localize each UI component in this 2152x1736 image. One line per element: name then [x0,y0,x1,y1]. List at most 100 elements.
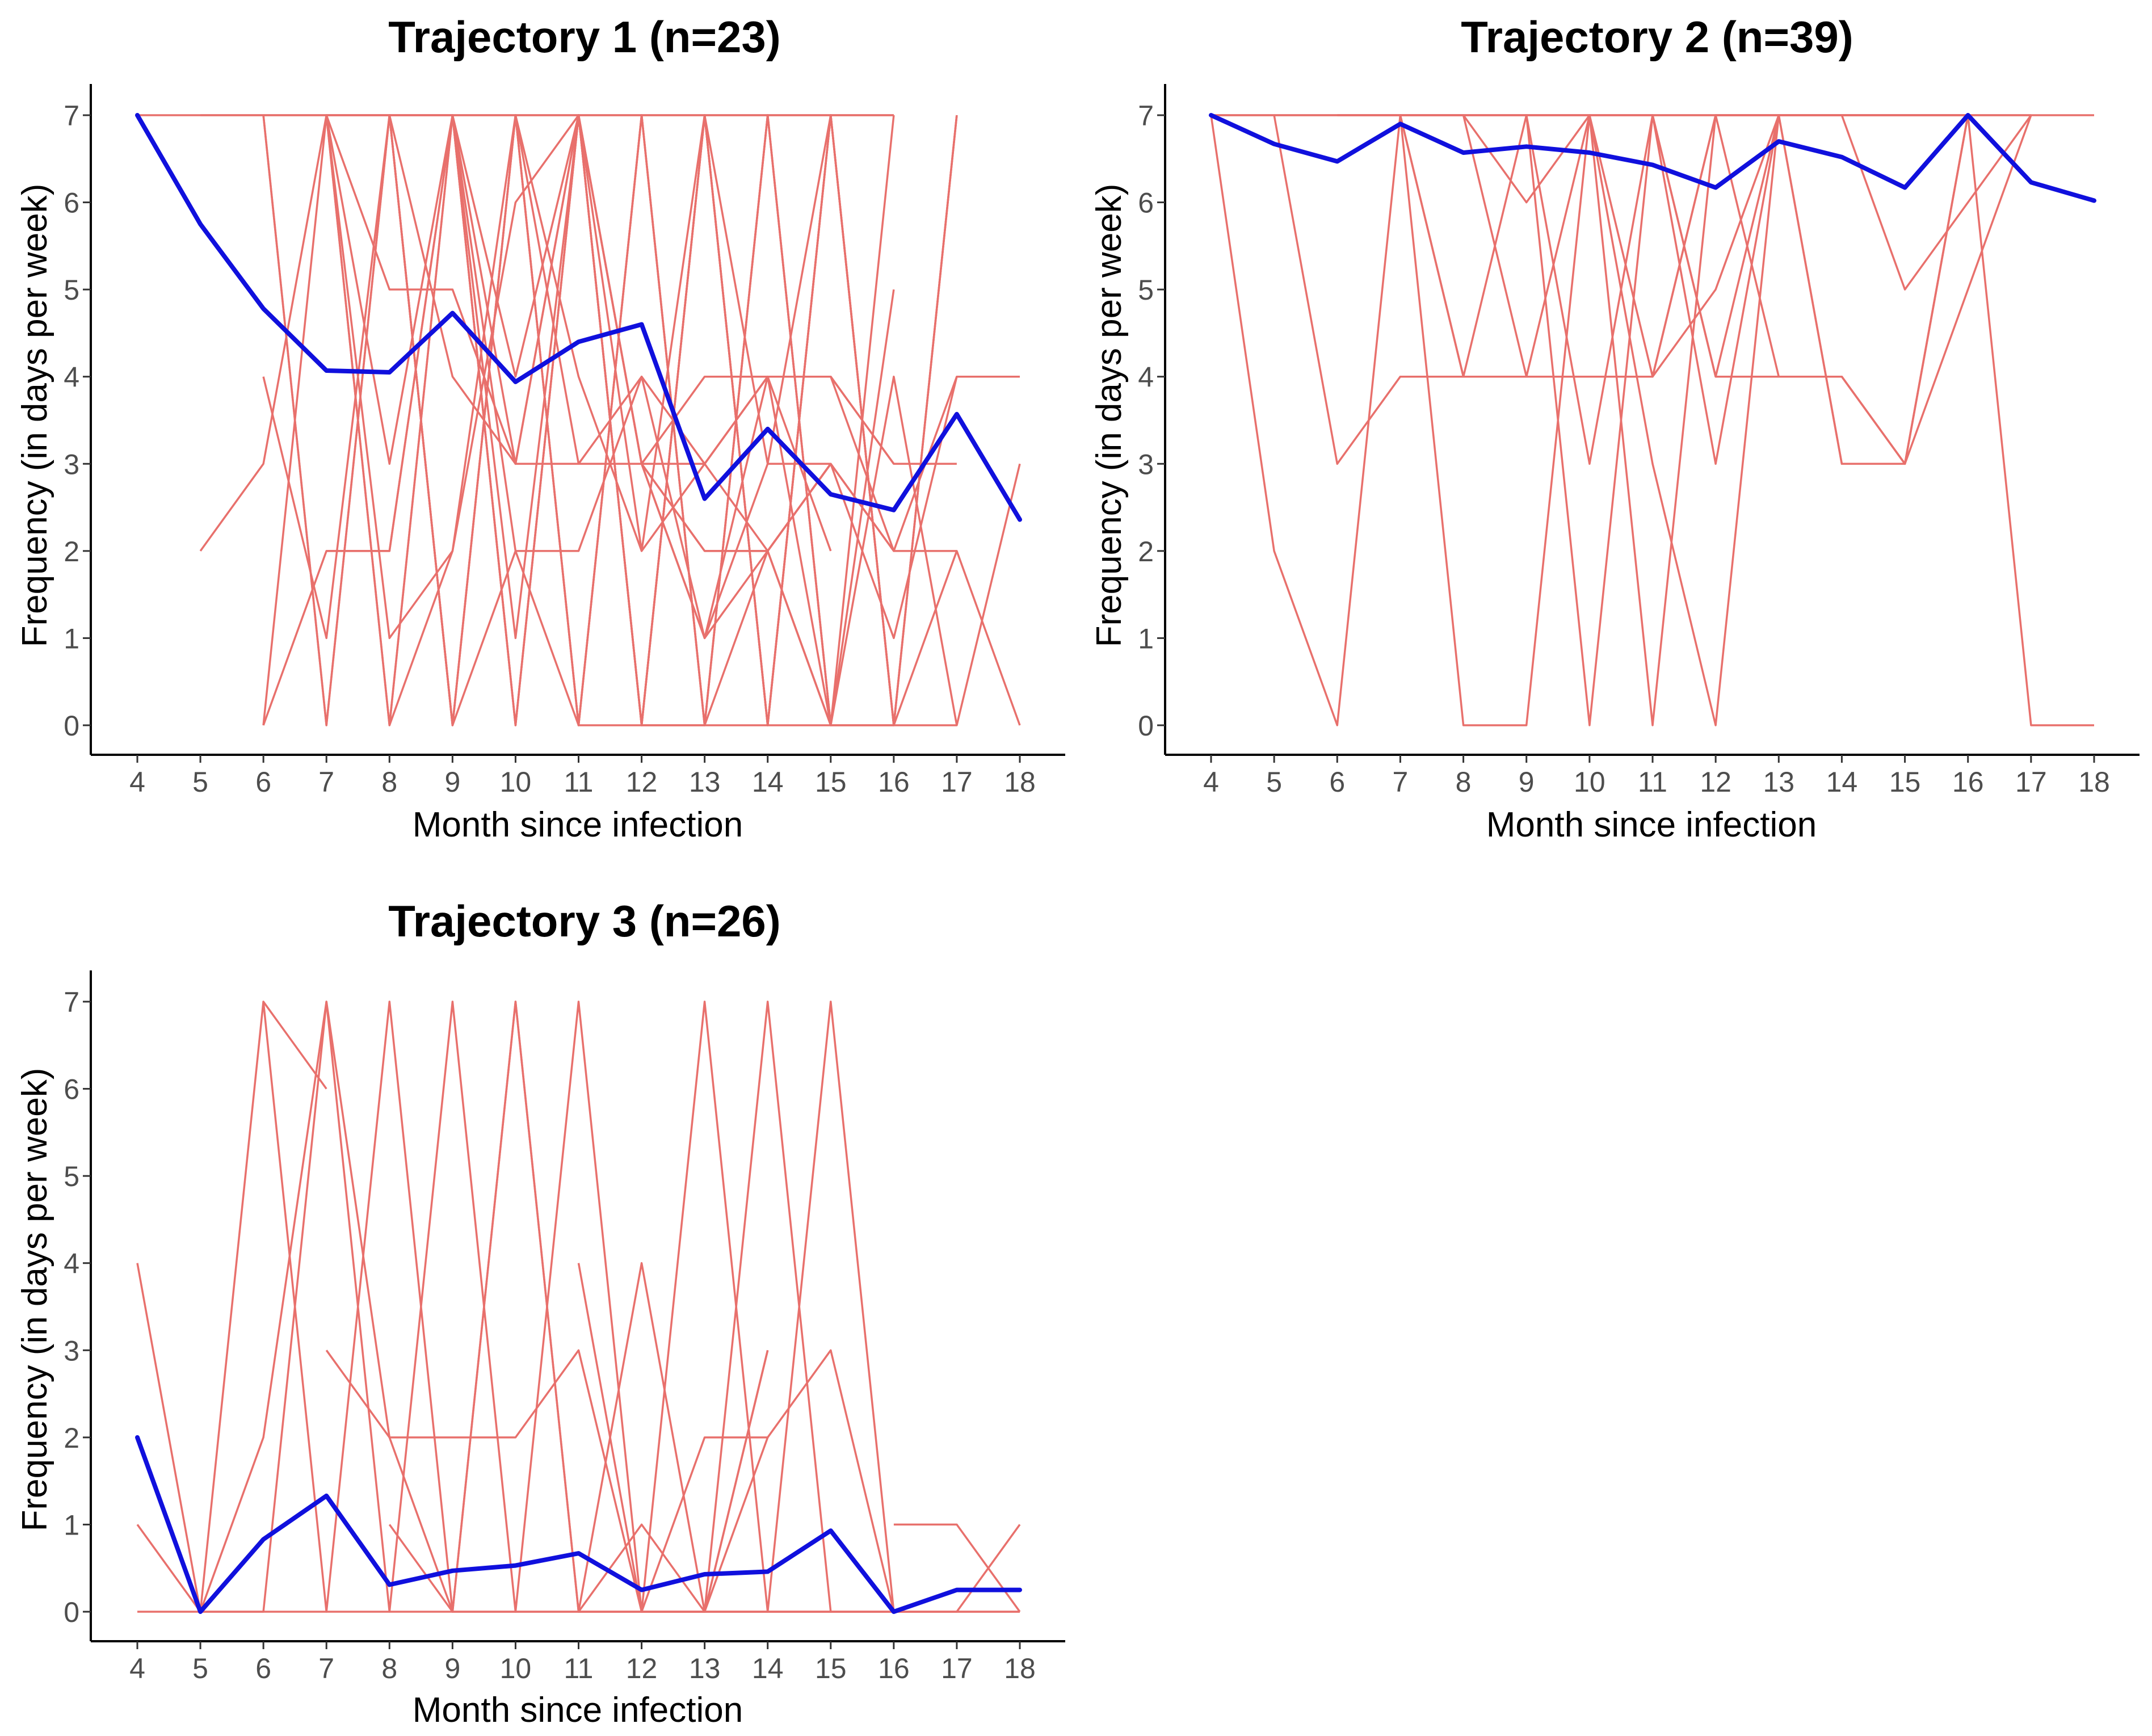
y-axis-label: Frequency (in days per week) [15,1068,54,1532]
x-tick-label: 18 [2078,766,2110,798]
x-tick-label: 10 [500,766,532,798]
x-tick-label: 18 [1004,766,1036,798]
x-tick-label: 9 [444,766,460,798]
y-tick-label: 1 [1138,623,1154,654]
x-tick-label: 11 [564,766,594,798]
x-tick-label: 15 [815,766,847,798]
x-tick-label: 12 [626,766,658,798]
y-tick-label: 3 [1138,448,1154,480]
x-tick-label: 9 [1519,766,1535,798]
x-tick-label: 8 [1456,766,1472,798]
y-axis-label: Frequency (in days per week) [15,184,54,648]
individual-trajectory-line [641,463,1021,726]
y-tick-label: 3 [64,448,79,480]
x-axis-label: Month since infection [413,1691,743,1730]
individual-trajectory-line [704,375,957,465]
individual-trajectory-line [199,1001,1020,1613]
x-tick-label: 16 [1952,766,1984,798]
individual-trajectory-line [451,114,958,726]
individual-trajectory-line [136,1001,327,1613]
x-tick-label: 7 [318,1653,334,1684]
y-tick-label: 2 [64,536,79,568]
x-tick-label: 6 [255,1653,271,1684]
y-axis-label: Frequency (in days per week) [1090,184,1129,648]
x-tick-label: 4 [129,766,145,798]
mean-trajectory-line [135,1435,1022,1614]
y-tick-label: 4 [64,362,79,393]
x-tick-label: 10 [1574,766,1605,798]
individual-trajectory-line [641,463,1021,726]
x-tick-label: 13 [1763,766,1794,798]
y-tick-label: 7 [1138,100,1154,132]
x-tick-label: 5 [192,766,208,798]
x-tick-label: 7 [1393,766,1409,798]
y-tick-label: 2 [1138,536,1154,568]
x-tick-label: 14 [752,1653,784,1684]
x-tick-label: 12 [1700,766,1731,798]
individual-trajectory-line [578,1001,894,1613]
individual-trajectory-line [1526,114,1968,465]
y-tick-label: 5 [64,274,79,306]
panel-title: Trajectory 1 (n=23) [388,12,781,62]
y-tick-label: 2 [64,1422,79,1454]
y-tick-label: 4 [1138,362,1154,393]
individual-trajectory-line [767,376,958,640]
y-tick-label: 7 [64,100,79,132]
y-tick-label: 7 [64,986,79,1018]
y-tick-label: 0 [64,1596,79,1628]
x-tick-label: 13 [689,766,721,798]
x-tick-label: 16 [878,766,910,798]
x-tick-label: 8 [381,766,397,798]
x-tick-label: 13 [689,1653,721,1684]
x-tick-label: 6 [255,766,271,798]
x-axis-label: Month since infection [413,805,743,844]
x-tick-label: 15 [1889,766,1921,798]
y-tick-label: 6 [64,1074,79,1106]
x-tick-label: 15 [815,1653,847,1684]
individual-trajectory-line [325,114,832,552]
x-tick-label: 17 [941,766,973,798]
individual-trajectory-line [893,1523,1021,1613]
x-tick-label: 17 [2015,766,2047,798]
y-tick-label: 5 [64,1161,79,1192]
x-tick-label: 16 [878,1653,910,1684]
y-tick-label: 4 [64,1248,79,1280]
panel-trajectory-1: Trajectory 1 (n=23) Month since infectio… [15,12,1065,844]
y-tick-label: 1 [64,623,79,654]
x-tick-label: 14 [752,766,784,798]
y-tick-label: 6 [64,187,79,219]
x-tick-label: 17 [941,1653,973,1684]
panel-trajectory-3: Trajectory 3 (n=26) Month since infectio… [15,896,1065,1730]
individual-trajectory-line [136,1001,1021,1613]
individual-trajectory-line [389,114,894,552]
x-tick-label: 14 [1826,766,1858,798]
y-tick-label: 5 [1138,274,1154,306]
x-tick-label: 7 [318,766,334,798]
x-axis-label: Month since infection [1486,805,1817,844]
individual-trajectory-line [1274,114,2094,726]
individual-trajectory-line [325,1001,831,1613]
y-tick-label: 0 [64,710,79,742]
panel-title: Trajectory 2 (n=39) [1461,12,1853,62]
x-tick-label: 5 [1266,766,1282,798]
individual-trajectory-line [325,114,832,552]
mean-trajectory-line [135,113,1022,522]
x-tick-label: 4 [129,1653,145,1684]
x-tick-label: 12 [626,1653,658,1684]
panel-trajectory-2: Trajectory 2 (n=39) Month since infectio… [1090,12,2140,844]
y-tick-label: 6 [1138,187,1154,219]
x-tick-label: 6 [1329,766,1345,798]
x-tick-label: 5 [192,1653,208,1684]
x-tick-label: 8 [381,1653,397,1684]
y-tick-label: 3 [64,1335,79,1367]
x-tick-label: 4 [1203,766,1219,798]
x-tick-label: 18 [1004,1653,1036,1684]
y-tick-label: 0 [1138,710,1154,742]
y-tick-label: 1 [64,1509,79,1541]
x-tick-label: 10 [500,1653,532,1684]
mean-trajectory-line [1209,113,2096,203]
